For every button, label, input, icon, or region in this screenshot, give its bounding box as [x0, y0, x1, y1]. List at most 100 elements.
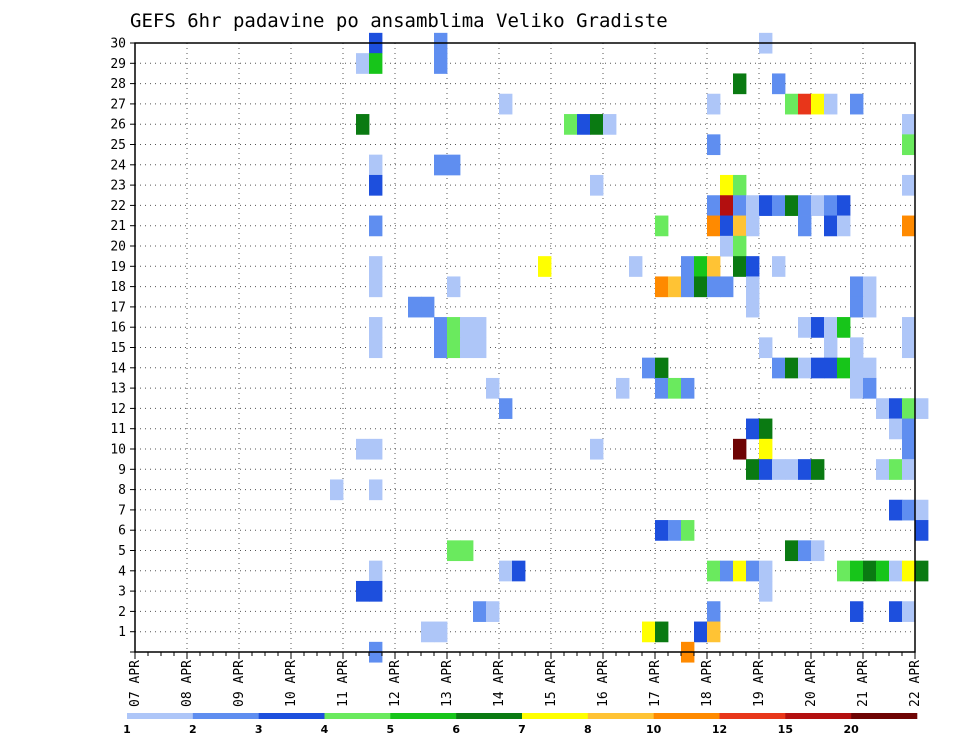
y-tick-label: 17: [110, 300, 126, 315]
data-cell: [850, 337, 864, 359]
colorbar-label: 4: [321, 723, 329, 736]
data-cell: [915, 520, 929, 541]
data-cell: [850, 296, 864, 318]
y-tick-label: 5: [118, 544, 126, 559]
y-tick-label: 23: [110, 179, 126, 194]
data-cell: [798, 93, 812, 115]
colorbar-label: 10: [646, 723, 662, 736]
colorbar-label: 20: [844, 723, 860, 736]
x-tick-label: 18 APR: [700, 660, 715, 707]
data-cell: [811, 317, 825, 338]
colorbar: 1 2 3 4 5 6 7 8 10 12 15 20: [123, 713, 918, 736]
colorbar-swatch: [719, 713, 786, 719]
data-cell: [499, 93, 513, 115]
data-cell: [785, 540, 799, 562]
data-cell: [902, 601, 916, 622]
y-tick-label: 10: [110, 443, 126, 458]
data-cell: [603, 114, 617, 135]
data-cell: [681, 276, 695, 298]
data-cell: [460, 317, 474, 338]
data-cell: [473, 337, 487, 359]
data-cell: [798, 540, 812, 562]
data-cell: [434, 317, 448, 338]
data-cell: [746, 256, 760, 277]
data-cell: [447, 317, 461, 338]
x-tick-label: 07 APR: [128, 660, 143, 707]
data-cell: [447, 154, 461, 176]
data-cell: [421, 621, 435, 643]
data-cell: [421, 296, 435, 318]
data-cell: [356, 53, 370, 74]
data-cell: [356, 438, 370, 460]
x-tick-label: 08 APR: [180, 660, 195, 707]
data-cell: [915, 398, 929, 419]
data-cell: [369, 215, 383, 237]
colorbar-swatch: [456, 713, 523, 719]
data-cell: [642, 621, 656, 643]
data-cell: [759, 195, 773, 216]
colorbar-label: 1: [123, 723, 131, 736]
data-cell: [733, 560, 747, 582]
data-cell: [486, 377, 500, 399]
y-tick-label: 2: [118, 605, 126, 620]
data-cell: [759, 337, 773, 359]
y-tick-label: 1: [118, 625, 126, 640]
data-cell: [668, 276, 682, 298]
y-tick-label: 18: [110, 280, 126, 295]
y-tick-label: 15: [110, 341, 126, 356]
x-tick-label: 09 APR: [232, 660, 247, 707]
data-cell: [720, 195, 734, 216]
y-tick-label: 26: [110, 118, 126, 133]
data-cell: [330, 479, 344, 501]
y-tick-label: 11: [110, 422, 126, 437]
data-cell: [863, 357, 877, 379]
data-cell: [369, 154, 383, 176]
data-cell: [733, 215, 747, 237]
x-tick-label: 13 APR: [440, 660, 455, 707]
data-cell: [733, 256, 747, 277]
colorbar-label: 15: [778, 723, 793, 736]
data-cell: [824, 337, 838, 359]
data-cell: [759, 438, 773, 460]
data-cell: [434, 621, 448, 643]
data-cell: [902, 459, 916, 480]
data-cell: [811, 357, 825, 379]
data-cell: [733, 174, 747, 196]
data-cell: [746, 418, 760, 440]
data-cell: [681, 256, 695, 277]
data-cell: [720, 276, 734, 298]
y-tick-label: 9: [118, 463, 126, 478]
data-cell: [538, 256, 552, 277]
colorbar-swatch: [127, 713, 194, 719]
data-cell: [798, 317, 812, 338]
data-cell: [889, 418, 903, 440]
data-cell: [447, 276, 461, 298]
x-tick-label: 17 APR: [648, 660, 663, 707]
data-cell: [733, 438, 747, 460]
data-cell: [902, 174, 916, 196]
data-cell: [369, 580, 383, 602]
y-tick-label: 13: [110, 382, 126, 397]
data-cell: [447, 540, 461, 562]
colorbar-swatch: [587, 713, 654, 719]
data-cell: [759, 459, 773, 480]
data-cell: [759, 580, 773, 602]
data-cell: [863, 377, 877, 399]
colorbar-swatch: [851, 713, 918, 719]
data-cell: [369, 256, 383, 277]
data-cell: [824, 317, 838, 338]
colorbar-swatch: [522, 713, 589, 719]
data-cell: [850, 93, 864, 115]
y-tick-label: 16: [110, 321, 126, 336]
data-cell: [850, 377, 864, 399]
data-cell: [733, 73, 747, 95]
data-cell: [499, 560, 513, 582]
data-cell: [876, 459, 890, 480]
data-cell: [707, 621, 721, 643]
data-cell: [772, 256, 786, 277]
colorbar-label: 7: [518, 723, 526, 736]
data-cell: [616, 377, 630, 399]
colorbar-label: 12: [712, 723, 727, 736]
data-cell: [486, 601, 500, 622]
